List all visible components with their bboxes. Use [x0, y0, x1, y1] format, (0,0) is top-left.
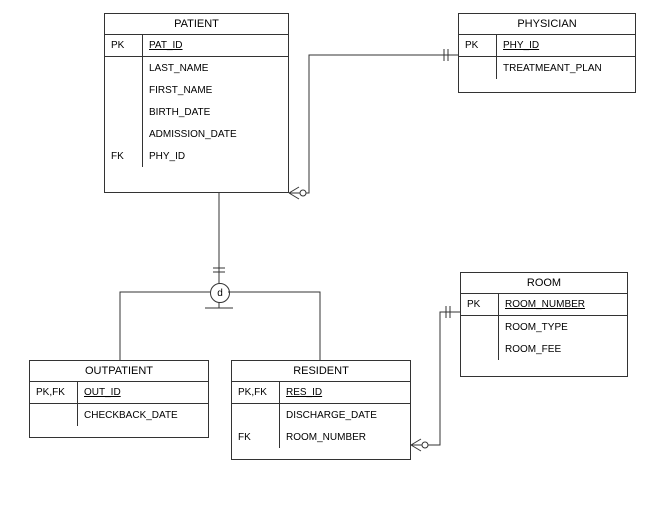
attr-cell: LAST_NAME — [143, 57, 288, 79]
entity-room: ROOM PK ROOM_NUMBERROOM_TYPEROOM_FEE — [460, 272, 628, 377]
attr-cell: ROOM_NUMBER — [499, 294, 627, 316]
entity-body: PK,FK FK RES_IDDISCHARGE_DATEROOM_NUMBER — [232, 382, 410, 448]
generalization-label: d — [217, 288, 223, 299]
attr-cell: ROOM_FEE — [499, 338, 627, 360]
key-cell — [105, 79, 142, 101]
attr-cell: PAT_ID — [143, 35, 288, 57]
key-column: PK,FK FK — [232, 382, 280, 448]
key-cell: PK — [461, 294, 498, 316]
key-column: PK FK — [105, 35, 143, 167]
key-cell — [461, 338, 498, 360]
entity-body: PK,FK OUT_IDCHECKBACK_DATE — [30, 382, 208, 426]
attr-cell: TREATMEANT_PLAN — [497, 57, 635, 79]
attr-cell: ROOM_NUMBER — [280, 426, 410, 448]
attr-cell: DISCHARGE_DATE — [280, 404, 410, 426]
key-cell: PK,FK — [30, 382, 77, 404]
attr-cell: ROOM_TYPE — [499, 316, 627, 338]
entity-title: PHYSICIAN — [459, 14, 635, 35]
entity-title: OUTPATIENT — [30, 361, 208, 382]
key-cell: PK — [105, 35, 142, 57]
entity-title: RESIDENT — [232, 361, 410, 382]
generalization-symbol: d — [210, 283, 230, 303]
key-cell: PK — [459, 35, 496, 57]
key-cell: FK — [105, 145, 142, 167]
entity-resident: RESIDENT PK,FK FK RES_IDDISCHARGE_DATEROO… — [231, 360, 411, 460]
attr-column: RES_IDDISCHARGE_DATEROOM_NUMBER — [280, 382, 410, 448]
entity-title: ROOM — [461, 273, 627, 294]
key-cell — [105, 123, 142, 145]
entity-title: PATIENT — [105, 14, 288, 35]
entity-body: PK FK PAT_IDLAST_NAMEFIRST_NAMEBIRTH_DATE… — [105, 35, 288, 167]
key-column: PK — [459, 35, 497, 79]
entity-body: PK PHY_IDTREATMEANT_PLAN — [459, 35, 635, 79]
key-cell: PK,FK — [232, 382, 279, 404]
attr-cell: PHY_ID — [143, 145, 288, 167]
key-column: PK — [461, 294, 499, 360]
attr-cell: ADMISSION_DATE — [143, 123, 288, 145]
attr-column: ROOM_NUMBERROOM_TYPEROOM_FEE — [499, 294, 627, 360]
attr-cell: CHECKBACK_DATE — [78, 404, 208, 426]
attr-cell: OUT_ID — [78, 382, 208, 404]
key-cell — [459, 57, 496, 79]
attr-cell: PHY_ID — [497, 35, 635, 57]
key-cell — [461, 316, 498, 338]
entity-outpatient: OUTPATIENT PK,FK OUT_IDCHECKBACK_DATE — [29, 360, 209, 438]
entity-patient: PATIENT PK FK PAT_IDLAST_NAMEFIRST_NAMEBI… — [104, 13, 289, 193]
key-column: PK,FK — [30, 382, 78, 426]
key-cell — [232, 404, 279, 426]
key-cell — [105, 101, 142, 123]
attr-cell: RES_ID — [280, 382, 410, 404]
attr-cell: BIRTH_DATE — [143, 101, 288, 123]
attr-column: PAT_IDLAST_NAMEFIRST_NAMEBIRTH_DATEADMIS… — [143, 35, 288, 167]
entity-body: PK ROOM_NUMBERROOM_TYPEROOM_FEE — [461, 294, 627, 360]
key-cell: FK — [232, 426, 279, 448]
attr-cell: FIRST_NAME — [143, 79, 288, 101]
entity-physician: PHYSICIAN PK PHY_IDTREATMEANT_PLAN — [458, 13, 636, 93]
key-cell — [105, 57, 142, 79]
key-cell — [30, 404, 77, 426]
attr-column: OUT_IDCHECKBACK_DATE — [78, 382, 208, 426]
attr-column: PHY_IDTREATMEANT_PLAN — [497, 35, 635, 79]
